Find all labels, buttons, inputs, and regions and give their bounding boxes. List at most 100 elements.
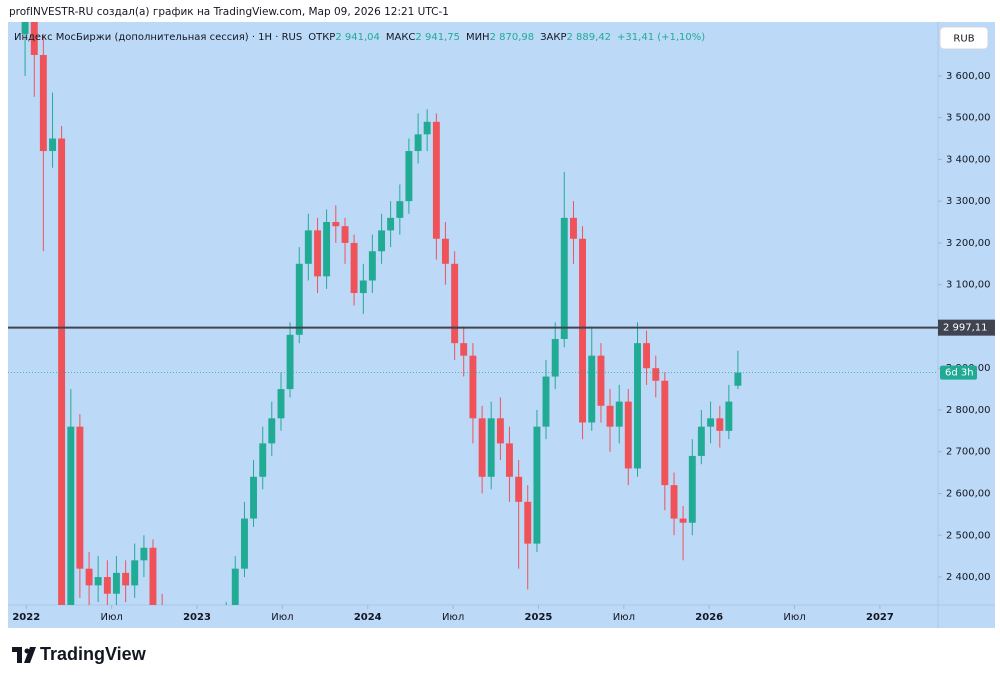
candle-body: [423, 121, 431, 135]
countdown-bg: [940, 365, 977, 380]
candle-body: [304, 230, 312, 264]
candle-body: [405, 151, 413, 202]
y-tick-label: 3 500,00: [946, 113, 991, 124]
candle-body: [58, 138, 66, 605]
plot: [8, 22, 938, 605]
candle-body: [441, 238, 449, 264]
legend-value: 2 870,98: [490, 32, 535, 43]
candle-body: [76, 426, 84, 569]
candle-body: [634, 343, 641, 469]
candle-body: [250, 476, 257, 519]
candle-body: [39, 54, 47, 152]
y-tick-label: 3 300,00: [946, 196, 991, 207]
candle-body: [496, 418, 504, 444]
candle-body: [341, 226, 349, 243]
candle-body: [570, 217, 577, 239]
legend-change: +31,41 (+1,10%): [617, 32, 705, 43]
candle-body: [67, 426, 75, 605]
candle-body: [505, 443, 513, 477]
x-tick-label: Июл: [783, 612, 805, 623]
currency-button[interactable]: [939, 26, 989, 50]
candle-body: [94, 577, 102, 586]
candle-body: [551, 338, 559, 377]
candle-body: [414, 134, 422, 152]
candle-body: [21, 22, 29, 35]
candle-body: [286, 334, 294, 390]
x-tick-label: 2027: [866, 612, 894, 623]
x-tick-label: 2025: [525, 612, 553, 623]
candle-body: [460, 343, 468, 356]
legend-value: 2 889,42: [567, 32, 612, 43]
logo-icon: [24, 648, 30, 654]
legend-label: МИН: [466, 32, 490, 43]
legend-symbol: Индекс МосБиржи (дополнительная сессия) …: [14, 32, 302, 43]
candle-body: [643, 343, 651, 369]
candle-body: [670, 485, 678, 519]
candle-body: [350, 242, 358, 294]
candle-body: [359, 280, 367, 294]
candle-body: [560, 217, 568, 339]
x-tick-label: Июл: [100, 612, 122, 623]
candle-body: [606, 405, 614, 427]
y-tick-label: 3 200,00: [946, 238, 991, 249]
candle-body: [451, 263, 459, 344]
candle-body: [49, 138, 57, 152]
candle-body: [542, 376, 550, 427]
candle-body: [652, 368, 660, 381]
y-tick-label: 3 100,00: [946, 280, 991, 291]
x-tick-label: 2024: [354, 612, 382, 623]
candle-body: [368, 251, 376, 281]
chart-bg: [8, 22, 995, 628]
candle-body: [387, 217, 395, 231]
legend-label: ЗАКР: [540, 32, 566, 43]
candle-body: [624, 401, 632, 469]
legend-label: МАКС: [386, 32, 416, 43]
x-tick-label: 2026: [695, 612, 723, 623]
x-tick-label: Июл: [442, 612, 464, 623]
candle-body: [268, 418, 276, 444]
candle-body: [661, 380, 669, 486]
candle-body: [30, 22, 38, 55]
legend-value: 2 941,75: [415, 32, 460, 43]
candle-body: [85, 568, 93, 586]
axes: 2 400,00 2 500,00 2 600,00 2 700,00 2 800,00…: [12, 71, 995, 623]
candle-body: [277, 389, 285, 419]
candle-body: [597, 355, 605, 406]
candle-body: [478, 418, 486, 477]
candle-body: [734, 372, 742, 386]
legend-label: ОТКР: [308, 32, 335, 43]
candle-body: [697, 426, 705, 456]
candle-body: [707, 418, 715, 427]
candle-body: [323, 222, 331, 277]
candle-body: [241, 518, 248, 569]
logo-icon: [12, 647, 36, 663]
candle-body: [579, 238, 586, 423]
candle-body: [469, 355, 477, 419]
legend: Индекс МосБиржи (дополнительная сессия) …: [14, 32, 705, 43]
candle-body: [122, 572, 130, 586]
logo: TradingView: [12, 644, 147, 664]
y-tick-label: 2 500,00: [946, 530, 991, 541]
y-tick-label: 3 400,00: [946, 154, 991, 165]
candle-body: [314, 230, 322, 277]
candle-body: [131, 560, 139, 586]
candle-body: [332, 222, 340, 227]
candle-body: [615, 401, 623, 427]
candle-body: [259, 443, 267, 477]
hline-label: 2 997,11: [943, 323, 988, 334]
candle-body: [533, 426, 541, 544]
candle-body: [679, 518, 687, 523]
x-tick-label: 2022: [12, 612, 40, 623]
currency[interactable]: RUB: [953, 34, 974, 45]
candle-body: [103, 577, 111, 594]
y-tick-label: 2 400,00: [946, 572, 991, 583]
header: profINVESTR-RU создал(а) график на Tradi…: [9, 6, 449, 18]
candle-body: [140, 547, 148, 561]
y-tick-label: 2 800,00: [946, 405, 991, 416]
candle-body: [432, 121, 440, 239]
candle-body: [524, 501, 532, 544]
candle-body: [149, 547, 157, 605]
x-tick-label: Июл: [613, 612, 635, 623]
candle-body: [231, 568, 239, 605]
